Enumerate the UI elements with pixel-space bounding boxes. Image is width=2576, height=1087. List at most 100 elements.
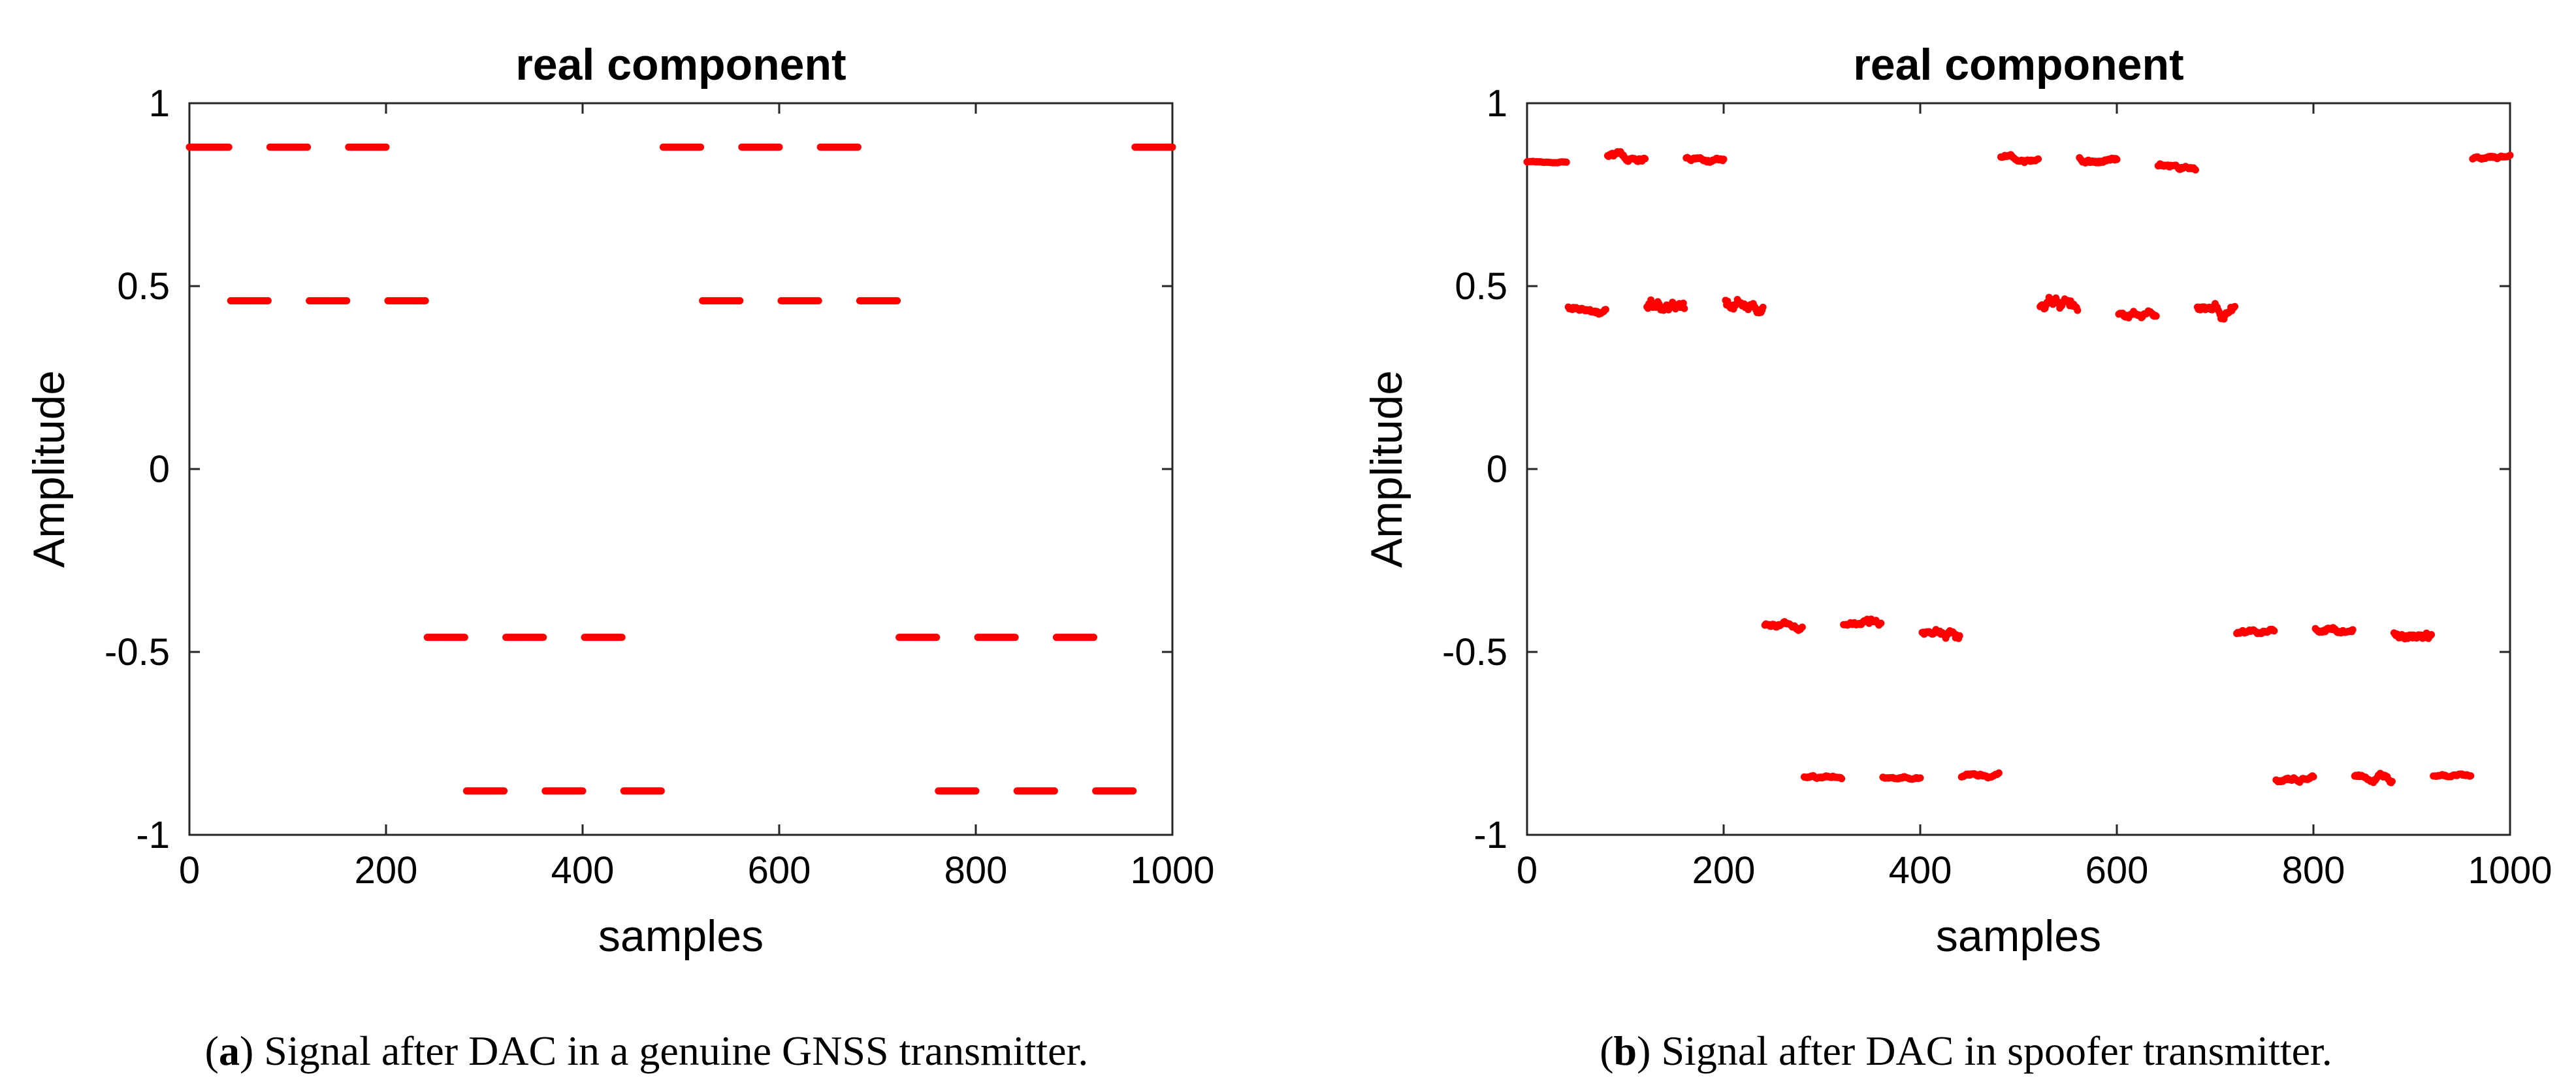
chart1-data-segment xyxy=(620,787,665,795)
chart1-y-tick-label: -1 xyxy=(136,814,170,856)
chart2-data-point xyxy=(1877,619,1885,627)
chart1-data-point xyxy=(421,297,429,304)
chart2-data-point xyxy=(2506,152,2514,159)
chart2-data-segment xyxy=(2037,293,2082,314)
chart1-x-tick-label: 600 xyxy=(748,849,811,892)
chart1-data-point xyxy=(539,634,547,641)
caption-a-label: a xyxy=(218,1028,240,1074)
chart2-data-segment xyxy=(2193,300,2239,323)
chart1-data-point xyxy=(343,297,351,304)
chart2-data-point xyxy=(2191,166,2199,174)
chart2-data-point xyxy=(1798,623,1806,631)
chart1-data-segment xyxy=(777,297,822,304)
chart2-data-point xyxy=(1956,632,1963,640)
chart1-data-point xyxy=(697,143,705,151)
chart2-data-segment xyxy=(1840,615,1885,629)
chart1-data-segment xyxy=(816,143,861,151)
chart2-data-point xyxy=(2310,773,2317,781)
chart-panel-b: 0 200 400 600 800 1000 -1 -0.5 0 0.5 1 real compone… xyxy=(1362,40,2552,961)
chart-panel-a: 0 200 400 600 800 1000 -1 -0.5 0 0.5 1 real compone… xyxy=(24,40,1215,961)
chart1-data-segment xyxy=(895,634,941,641)
chart2-y-tick-label: 1 xyxy=(1487,82,1507,125)
chart2-data-point xyxy=(1602,306,1609,314)
chart1-data-segment xyxy=(935,787,980,795)
chart1-data-point xyxy=(1050,787,1058,795)
chart2-data-point xyxy=(1916,774,1924,782)
chart1-data-point xyxy=(736,297,744,304)
chart2-title: real component xyxy=(1853,40,2183,89)
chart1-y-tick-label: 0 xyxy=(149,448,170,491)
chart1-data-point xyxy=(1011,634,1019,641)
chart2-data-point xyxy=(1641,155,1649,163)
chart1-x-tick-label: 1000 xyxy=(1130,849,1214,892)
chart2-data-point xyxy=(2035,155,2042,163)
chart1-data-segment xyxy=(541,787,587,795)
chart1-data-segment xyxy=(345,143,390,151)
chart1-data-segment xyxy=(1092,787,1137,795)
chart1-data-point xyxy=(225,143,233,151)
chart2-data-segment xyxy=(1643,296,1688,314)
chart2-data-segment xyxy=(2351,770,2396,787)
chart2-data-point xyxy=(1720,155,1728,163)
chart1-data-segment xyxy=(462,787,508,795)
chart1-data-segment xyxy=(1131,143,1176,151)
chart2-data-segment xyxy=(1761,618,1806,634)
chart1-data-segment xyxy=(581,634,626,641)
chart2-data-segment xyxy=(1879,773,1924,783)
chart2-x-axis-label: samples xyxy=(1936,911,2101,961)
chart2-data-segment xyxy=(1918,626,1963,642)
chart2-y-tick-label: 0 xyxy=(1487,448,1507,491)
chart2-data-segment xyxy=(1682,154,1728,166)
chart2-data-point xyxy=(2467,772,2475,780)
chart2-data-segment xyxy=(2233,625,2278,638)
chart1-title: real component xyxy=(515,40,846,89)
chart1-data-point xyxy=(500,787,508,795)
chart1-data-segment xyxy=(1052,634,1098,641)
chart1-data-point xyxy=(1090,634,1098,641)
chart1-data-segment xyxy=(856,297,901,304)
chart1-x-axis-label: samples xyxy=(598,911,764,961)
chart1-data-point xyxy=(579,787,587,795)
chart2-x-tick-label: 0 xyxy=(1517,849,1538,892)
chart1-data-segment xyxy=(227,297,272,304)
caption-a-text: ) Signal after DAC in a genuine GNSS tra… xyxy=(239,1028,1089,1074)
chart1-data-point xyxy=(304,143,312,151)
chart1-y-axis-label: Amplitude xyxy=(24,370,74,568)
chart2-data-segment xyxy=(2115,307,2160,321)
chart1-data-segment xyxy=(738,143,783,151)
chart2-data-point xyxy=(2388,777,2396,785)
chart2-data-point xyxy=(1838,775,1846,783)
chart1-data-segment xyxy=(266,143,312,151)
chart1-data-point xyxy=(814,297,822,304)
chart1-data-segment xyxy=(423,634,468,641)
caption-b-label: b xyxy=(1613,1028,1637,1074)
chart1-y-tick-label: 0.5 xyxy=(117,265,170,308)
chart1-data-segment xyxy=(659,143,705,151)
chart1-data-point xyxy=(460,634,468,641)
chart2-data-segment xyxy=(1957,769,2003,782)
chart2-data-segment xyxy=(1564,303,1609,318)
chart1-data-point xyxy=(972,787,980,795)
chart1-data-point xyxy=(933,634,941,641)
chart1-data-point xyxy=(657,787,665,795)
chart2-y-axis-label: Amplitude xyxy=(1362,370,1411,568)
chart2-data-segment xyxy=(1523,157,1570,167)
chart1-data-segment xyxy=(185,143,233,151)
chart2-x-tick-label: 800 xyxy=(2282,849,2345,892)
chart2-data-segment xyxy=(1997,151,2042,167)
chart1-x-tick-label: 800 xyxy=(944,849,1008,892)
chart2-data-point xyxy=(2074,306,2082,314)
chart2-data-segment xyxy=(2430,770,2475,781)
chart2-x-tick-label: 200 xyxy=(1692,849,1756,892)
chart1-y-tick-label: 1 xyxy=(149,82,170,125)
chart1-data-point xyxy=(264,297,272,304)
chart1-data-point xyxy=(618,634,626,641)
chart2-y-tick-label: -1 xyxy=(1473,814,1507,856)
chart2-data-segment xyxy=(1603,148,1649,165)
chart2-data-segment xyxy=(2390,629,2436,643)
chart2-data-point xyxy=(2428,631,2436,638)
chart1-data-point xyxy=(1129,787,1137,795)
caption-a: (a) Signal after DAC in a genuine GNSS t… xyxy=(204,1028,1089,1074)
chart1-x-tick-label: 400 xyxy=(551,849,615,892)
